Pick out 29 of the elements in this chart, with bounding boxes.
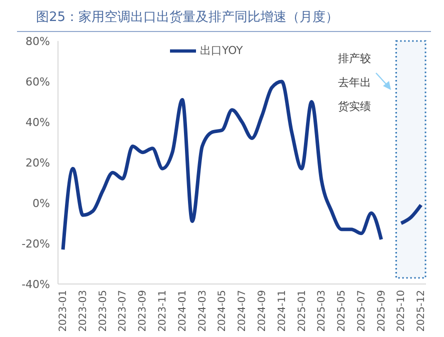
x-tick-label: 2024-11	[276, 290, 288, 332]
x-tick-label: 2024-09	[256, 290, 268, 332]
legend-label: 出口YOY	[200, 44, 243, 58]
x-tick-label: 2025-07	[356, 290, 368, 332]
y-tick-label: 20%	[26, 156, 50, 170]
x-tick-label: 2023-11	[158, 290, 169, 332]
x-tick-label: 2024-05	[217, 290, 228, 332]
x-tick-label: 2023-01	[58, 290, 70, 332]
y-tick-label: 80%	[26, 34, 50, 48]
x-tick-label: 2025-12	[416, 290, 428, 332]
chart-title: 图25：家用空调出口出货量及排产同比增速（月度）	[36, 9, 339, 26]
x-tick-label: 2025-01	[296, 290, 308, 332]
y-tick-label: -40%	[22, 278, 50, 291]
x-tick-label: 2025-03	[316, 290, 328, 332]
x-tick-label: 2025-09	[376, 290, 388, 332]
x-tick-label: 2024-01	[177, 290, 188, 332]
x-tick-label: 2025-05	[336, 290, 348, 332]
x-tick-label: 2024-03	[197, 290, 208, 332]
x-tick-label: 2024-07	[237, 290, 248, 332]
x-tick-label: 2023-07	[118, 290, 129, 332]
y-tick-label: 60%	[26, 75, 50, 88]
y-tick-label: 0%	[32, 196, 50, 210]
x-tick-label: 2023-03	[78, 290, 89, 332]
x-tick-label: 2023-09	[138, 290, 149, 332]
band-label: 排产较去年出货实绩	[338, 51, 372, 115]
x-tick-label: 2025-10	[396, 290, 408, 332]
y-tick-label: 40%	[26, 116, 50, 129]
x-tick-label: 2023-05	[98, 290, 109, 332]
y-tick-label: -20%	[22, 237, 50, 250]
